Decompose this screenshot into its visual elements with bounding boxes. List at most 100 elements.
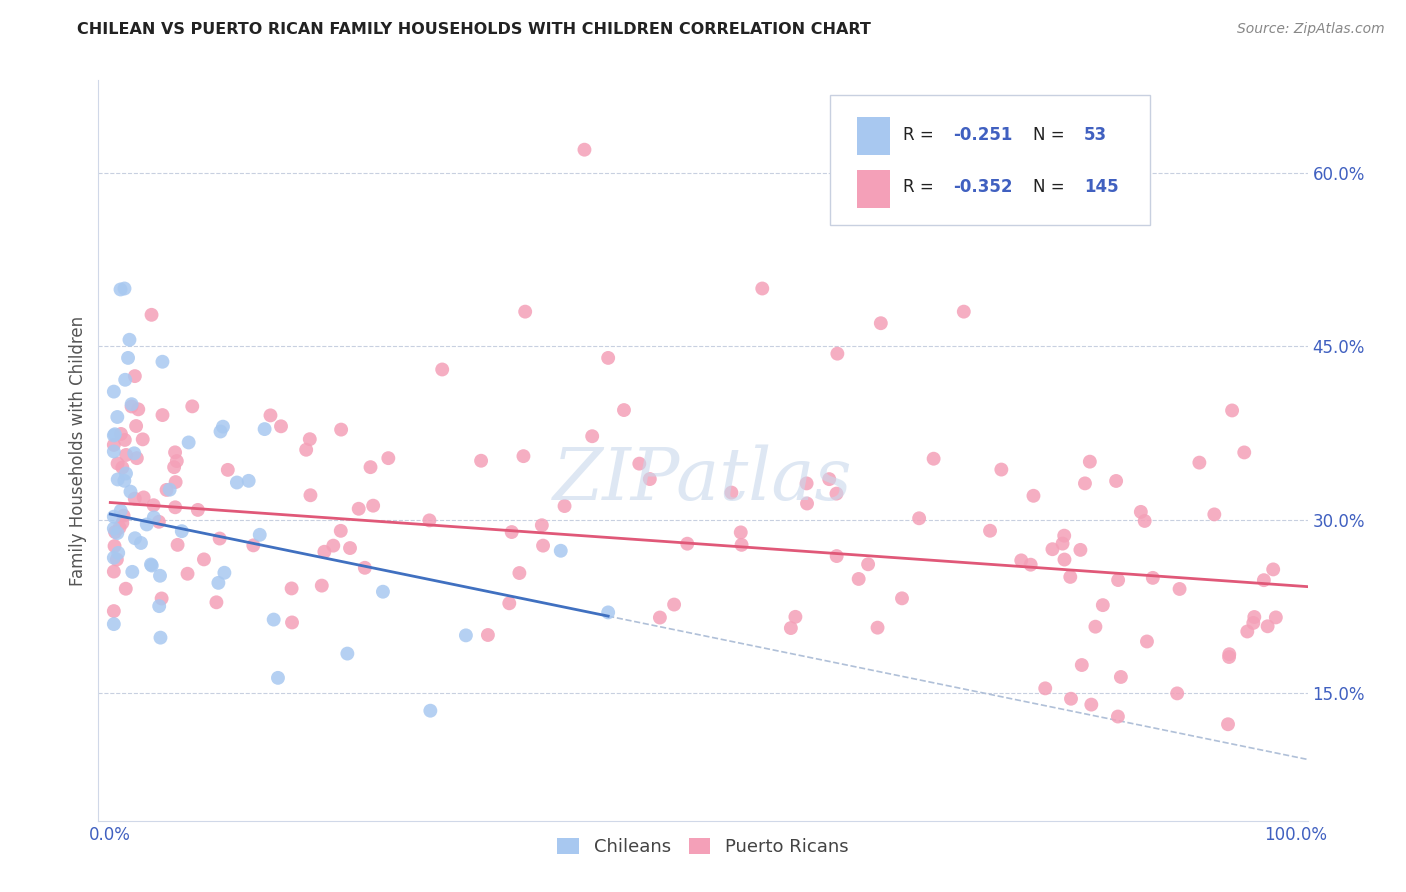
Point — [1236, 624, 1258, 639]
Point — [730, 538, 752, 552]
Point — [270, 419, 292, 434]
Point — [267, 671, 290, 685]
Point — [115, 467, 138, 481]
Point — [613, 403, 636, 417]
Point — [149, 568, 172, 582]
Point — [259, 409, 281, 423]
Point — [848, 572, 870, 586]
Point — [1109, 670, 1132, 684]
Point — [628, 457, 651, 471]
Point — [550, 543, 572, 558]
Point — [242, 538, 264, 552]
Point — [141, 558, 163, 573]
Point — [866, 621, 889, 635]
Point — [360, 460, 382, 475]
Point — [280, 582, 302, 596]
Point — [107, 457, 129, 471]
Point — [1241, 615, 1264, 630]
Text: 145: 145 — [1084, 178, 1119, 196]
Point — [103, 438, 125, 452]
Point — [132, 433, 155, 447]
Point — [103, 550, 125, 565]
Point — [238, 474, 260, 488]
Text: -0.251: -0.251 — [953, 126, 1012, 144]
Point — [165, 445, 187, 459]
Point — [166, 454, 188, 468]
Point — [110, 426, 132, 441]
Point — [114, 582, 136, 596]
Point — [1060, 691, 1083, 706]
Point — [104, 427, 127, 442]
Point — [825, 486, 848, 500]
Point — [155, 483, 177, 497]
Point — [1264, 610, 1286, 624]
Point — [891, 591, 914, 606]
Point — [515, 304, 537, 318]
Text: N =: N = — [1033, 178, 1070, 196]
Point — [1188, 456, 1211, 470]
Point — [114, 281, 136, 295]
Point — [103, 539, 125, 553]
Point — [1204, 508, 1226, 522]
Text: R =: R = — [903, 126, 939, 144]
Point — [796, 496, 818, 510]
Point — [103, 428, 125, 442]
Point — [225, 475, 247, 490]
Point — [176, 566, 198, 581]
FancyBboxPatch shape — [830, 95, 1150, 225]
Point — [676, 537, 699, 551]
Point — [1053, 529, 1076, 543]
Point — [1129, 505, 1152, 519]
Point — [574, 143, 596, 157]
Point — [124, 369, 146, 384]
Point — [112, 474, 135, 488]
Point — [249, 528, 271, 542]
Point — [298, 432, 321, 446]
Point — [730, 525, 752, 540]
Point — [796, 476, 818, 491]
Point — [1084, 620, 1107, 634]
Point — [103, 444, 125, 458]
Text: N =: N = — [1033, 126, 1070, 144]
Point — [662, 598, 685, 612]
Legend: Chileans, Puerto Ricans: Chileans, Puerto Ricans — [550, 830, 856, 863]
Point — [103, 617, 125, 632]
Point — [952, 304, 974, 318]
Point — [181, 400, 204, 414]
Point — [827, 346, 849, 360]
Point — [281, 615, 304, 630]
Point — [922, 451, 945, 466]
Point — [598, 606, 620, 620]
Point — [129, 536, 152, 550]
Point — [418, 513, 440, 527]
Point — [1010, 553, 1032, 567]
Point — [132, 491, 155, 505]
Point — [205, 595, 228, 609]
Point — [112, 508, 135, 523]
Point — [1107, 709, 1129, 723]
Point — [825, 549, 848, 563]
Point — [818, 472, 841, 486]
Point — [263, 613, 285, 627]
Point — [209, 425, 232, 439]
Point — [1218, 647, 1240, 661]
Point — [139, 558, 162, 572]
Point — [1052, 536, 1074, 550]
Point — [253, 422, 276, 436]
Bar — [856, 169, 890, 208]
Point — [419, 704, 441, 718]
Point — [470, 454, 492, 468]
Point — [353, 561, 375, 575]
Point — [1168, 582, 1191, 596]
Point — [104, 525, 127, 540]
Text: ZIPatlas: ZIPatlas — [553, 445, 853, 516]
Point — [581, 429, 603, 443]
Point — [208, 532, 231, 546]
Text: -0.352: -0.352 — [953, 178, 1012, 196]
Point — [177, 435, 200, 450]
Point — [148, 599, 170, 614]
Point — [165, 475, 187, 489]
Point — [193, 552, 215, 566]
Point — [339, 541, 361, 555]
Point — [598, 351, 620, 365]
